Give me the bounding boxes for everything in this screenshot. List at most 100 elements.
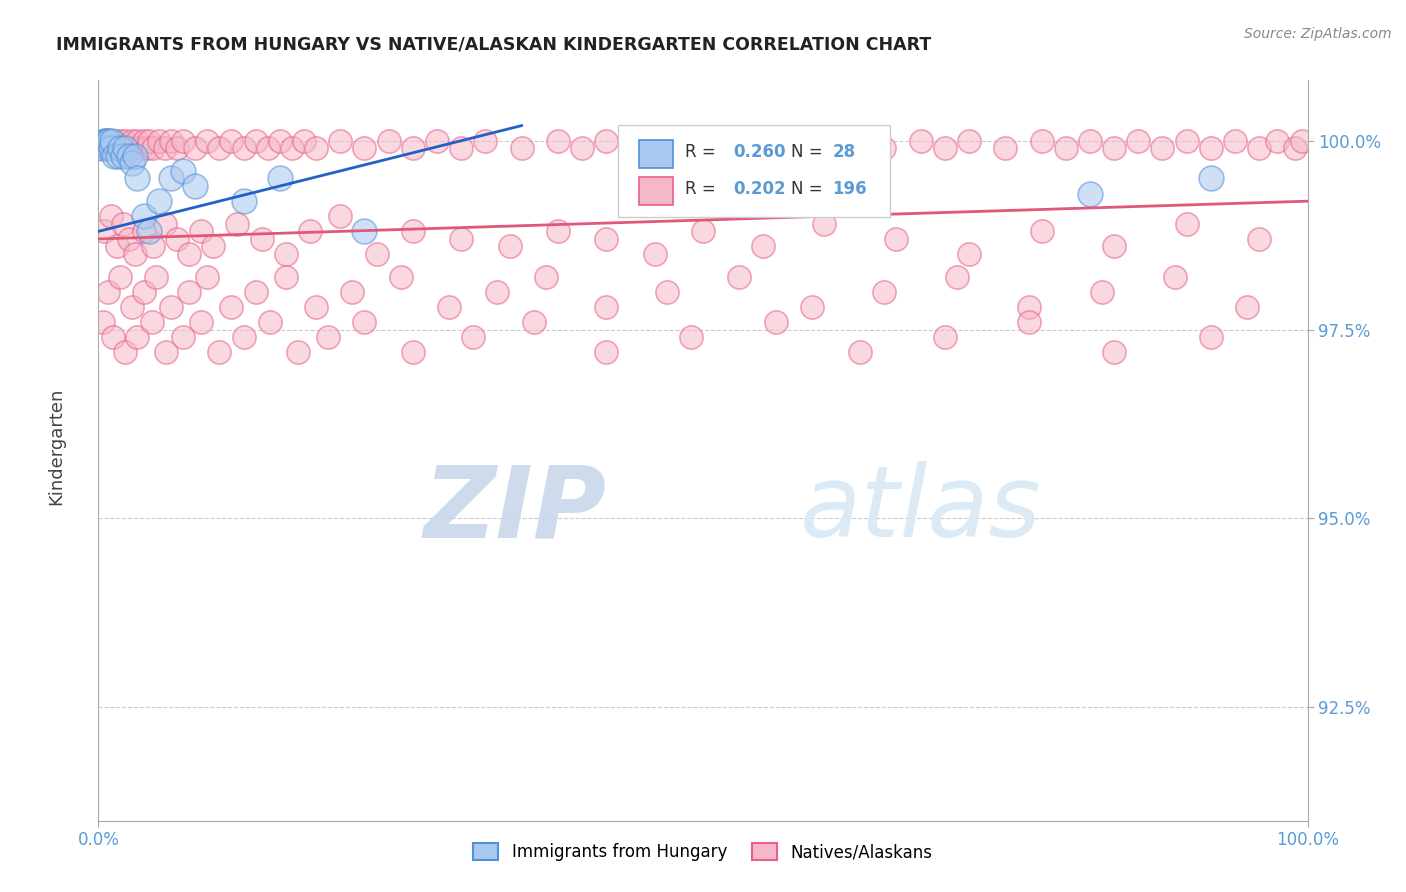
Point [813,217,835,231]
Point [1223,134,1246,148]
Point [190,224,212,238]
Point [800,300,823,314]
Point [138,134,160,148]
Point [134,285,156,299]
Point [121,156,143,170]
Point [450,232,472,246]
Point [752,141,775,155]
Text: 0.202: 0.202 [734,180,786,198]
Point [486,285,509,299]
Point [245,134,267,148]
Bar [638,139,673,168]
Point [1018,300,1040,314]
Point [190,315,212,329]
Text: N =: N = [792,180,828,198]
Point [129,141,152,155]
Point [105,239,128,253]
Point [127,330,149,344]
Point [1199,141,1222,155]
Point [124,141,146,155]
Point [232,194,254,209]
Point [172,330,194,344]
Point [114,134,136,148]
Point [1152,141,1174,155]
Point [184,179,207,194]
Point [377,134,399,148]
Point [107,149,129,163]
Point [134,209,156,223]
Point [353,224,375,238]
Point [179,285,201,299]
Point [93,224,115,238]
Point [96,134,118,148]
Point [153,141,176,155]
Point [1091,285,1114,299]
Point [342,285,364,299]
Point [498,239,520,253]
Point [160,171,183,186]
Point [1018,315,1040,329]
Point [121,300,143,314]
Text: 0.260: 0.260 [734,143,786,161]
Point [789,134,811,148]
Point [274,269,297,284]
Point [108,134,131,148]
Point [111,217,134,231]
Point [957,247,980,261]
Point [100,134,122,148]
Point [97,285,120,299]
Point [93,134,115,148]
Point [256,141,278,155]
Text: R =: R = [685,180,721,198]
Point [259,315,281,329]
Point [226,217,249,231]
Point [97,141,120,155]
Point [426,134,449,148]
Point [1031,224,1053,238]
Point [114,141,136,155]
Point [91,141,114,155]
Point [299,224,322,238]
Point [595,300,617,314]
Point [389,269,412,284]
Point [221,300,243,314]
Text: atlas: atlas [800,461,1042,558]
Point [595,134,617,148]
Point [910,134,932,148]
Point [1236,300,1258,314]
Text: 196: 196 [832,180,868,198]
Point [107,141,129,155]
Point [111,141,134,155]
Point [287,345,309,359]
Point [281,141,304,155]
Point [837,134,859,148]
Point [100,209,122,223]
Text: IMMIGRANTS FROM HUNGARY VS NATIVE/ALASKAN KINDERGARTEN CORRELATION CHART: IMMIGRANTS FROM HUNGARY VS NATIVE/ALASKA… [56,36,932,54]
Point [118,149,141,163]
Point [463,330,485,344]
Point [1175,217,1198,231]
Point [752,239,775,253]
Point [153,217,176,231]
Point [510,141,533,155]
Point [716,134,738,148]
Point [474,134,496,148]
Point [208,345,231,359]
Point [114,345,136,359]
Point [1078,134,1101,148]
Point [547,224,569,238]
Point [232,330,254,344]
Point [100,134,122,148]
Point [437,300,460,314]
Point [104,134,127,148]
Point [97,141,120,155]
Point [1175,134,1198,148]
Point [873,285,896,299]
Point [886,232,908,246]
Point [547,134,569,148]
Point [179,247,201,261]
Point [118,232,141,246]
Point [195,269,218,284]
Point [1031,134,1053,148]
Point [221,134,243,148]
